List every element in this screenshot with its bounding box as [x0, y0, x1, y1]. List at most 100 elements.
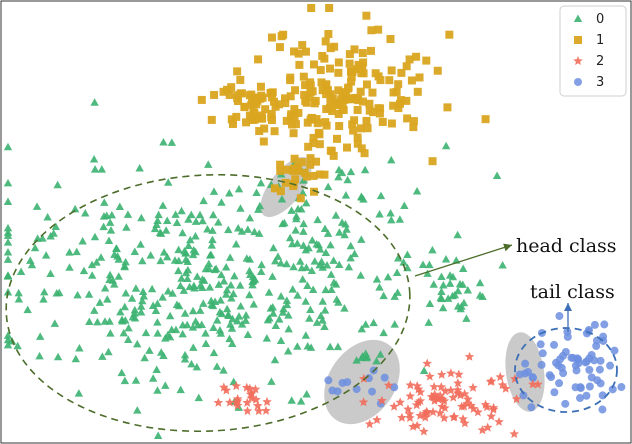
data-point-class-1 [291, 175, 300, 184]
data-point-class-1 [260, 124, 269, 133]
data-point-class-1 [326, 44, 335, 53]
data-point-class-2 [262, 396, 272, 406]
data-point-class-1 [280, 94, 289, 103]
data-point-class-1 [402, 96, 411, 105]
data-point-class-0 [117, 368, 126, 377]
data-point-class-0 [146, 251, 155, 259]
data-point-class-0 [418, 260, 428, 268]
data-point-class-0 [227, 294, 236, 302]
data-point-class-2 [232, 394, 243, 403]
data-point-class-0 [114, 272, 123, 280]
data-point-class-0 [3, 271, 13, 279]
data-point-class-0 [164, 178, 173, 186]
data-point-class-0 [174, 301, 184, 310]
data-point-class-0 [321, 248, 331, 256]
data-point-class-0 [177, 274, 186, 282]
data-point-class-1 [267, 109, 276, 118]
data-point-class-0 [236, 302, 245, 310]
data-point-class-1 [316, 170, 325, 179]
data-point-class-1 [322, 80, 331, 89]
data-point-class-0 [130, 305, 140, 314]
data-point-class-0 [107, 210, 117, 219]
tail-class-boundary [514, 327, 618, 413]
data-point-class-0 [278, 308, 288, 316]
data-point-class-0 [159, 248, 169, 256]
data-point-class-0 [174, 256, 184, 265]
data-point-class-0 [320, 306, 330, 314]
data-point-class-1 [312, 115, 321, 124]
data-point-class-2 [397, 412, 407, 422]
data-point-class-0 [194, 393, 203, 402]
data-point-class-1 [407, 76, 416, 85]
data-point-class-1 [335, 122, 344, 131]
data-point-class-1 [334, 68, 343, 77]
data-point-class-2 [468, 403, 479, 413]
data-point-class-3 [515, 370, 524, 379]
data-point-class-0 [275, 315, 284, 323]
data-point-class-0 [428, 245, 437, 254]
data-point-class-3 [527, 403, 536, 412]
data-point-class-3 [576, 383, 585, 392]
data-point-class-0 [180, 350, 190, 359]
data-point-class-0 [334, 165, 344, 174]
data-point-class-2 [448, 392, 458, 402]
data-point-class-0 [387, 215, 396, 224]
data-point-class-1 [369, 108, 378, 117]
data-point-class-0 [205, 251, 215, 259]
data-point-class-1 [354, 96, 363, 105]
data-point-class-0 [399, 258, 408, 266]
data-point-class-0 [137, 302, 146, 310]
data-point-class-0 [390, 292, 399, 300]
data-point-class-1 [242, 118, 251, 127]
data-point-class-0 [217, 309, 227, 318]
data-point-class-1 [362, 11, 371, 20]
data-point-class-0 [450, 290, 460, 299]
data-point-class-0 [458, 264, 468, 272]
data-point-class-0 [225, 334, 234, 343]
data-point-class-0 [255, 229, 264, 237]
data-point-class-1 [365, 99, 374, 108]
head-class-boundary [5, 173, 411, 433]
data-point-class-1 [321, 37, 330, 46]
data-point-class-3 [587, 373, 596, 382]
data-point-class-0 [217, 270, 226, 279]
data-point-class-0 [27, 260, 37, 269]
data-point-class-0 [131, 284, 141, 292]
data-point-class-0 [271, 256, 280, 265]
data-point-class-1 [236, 75, 245, 84]
data-point-class-0 [318, 316, 327, 324]
data-point-class-0 [321, 285, 330, 294]
data-point-class-0 [379, 328, 388, 337]
data-point-class-1 [307, 114, 316, 123]
data-point-class-0 [306, 305, 315, 313]
data-point-class-0 [302, 390, 311, 398]
data-point-class-0 [276, 336, 286, 345]
data-point-class-1 [345, 59, 354, 68]
data-point-class-0 [439, 280, 448, 289]
data-point-class-0 [53, 352, 63, 361]
data-point-class-0 [120, 262, 129, 271]
data-point-class-1 [387, 66, 396, 75]
data-point-class-0 [178, 329, 187, 338]
data-point-class-0 [133, 406, 142, 414]
legend-label-3: 3 [596, 75, 604, 90]
data-point-class-1 [374, 25, 383, 34]
data-point-class-0 [197, 320, 206, 328]
data-point-class-0 [312, 318, 322, 326]
data-point-class-0 [419, 366, 429, 375]
data-point-class-0 [121, 316, 130, 324]
data-point-class-1 [397, 68, 406, 77]
data-point-class-1 [314, 128, 323, 137]
legend-label-1: 1 [596, 33, 604, 48]
data-point-class-3 [573, 355, 582, 364]
data-point-class-0 [110, 280, 119, 288]
data-point-class-0 [96, 253, 106, 261]
data-point-class-0 [14, 294, 24, 303]
data-point-class-0 [256, 178, 266, 187]
data-point-class-0 [325, 342, 335, 351]
data-point-class-3 [390, 383, 399, 392]
data-point-class-0 [305, 314, 314, 322]
data-point-class-0 [92, 258, 101, 266]
data-point-class-0 [130, 313, 140, 322]
data-point-class-0 [340, 230, 349, 239]
